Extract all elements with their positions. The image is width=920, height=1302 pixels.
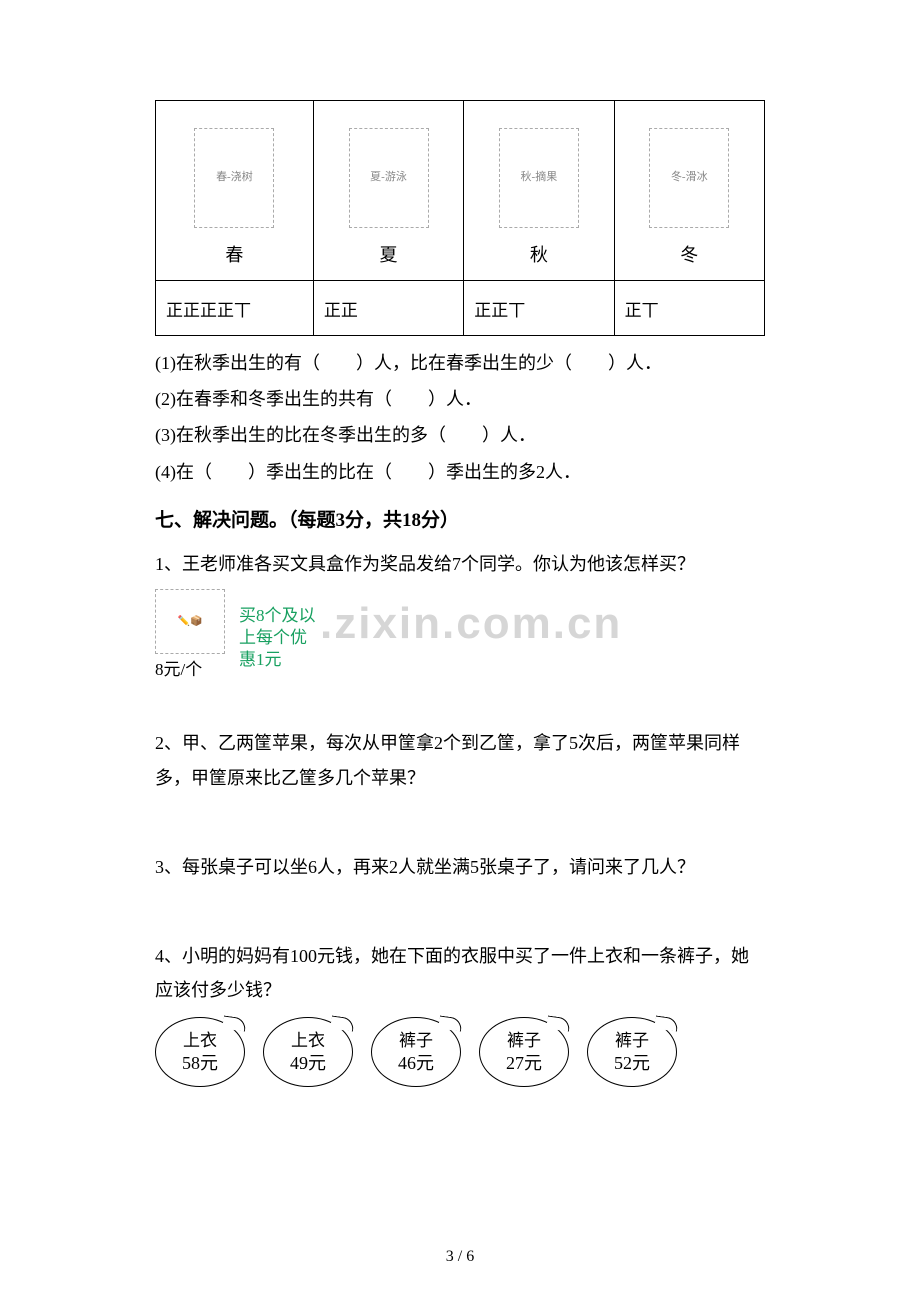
- season-image-spring: 春-浇树: [194, 128, 274, 228]
- promo-line-2: 上每个优: [239, 628, 307, 647]
- problem-2-text: 2、甲、乙两筐苹果，每次从甲筐拿2个到乙筐，拿了5次后，两筐苹果同样多，甲筐原来…: [155, 726, 765, 794]
- question-4: (4)在（ ）季出生的比在（ ）季出生的多2人．: [155, 455, 765, 489]
- clothes-price: 49元: [290, 1052, 326, 1075]
- season-cell-autumn: 秋-摘果 秋: [464, 101, 614, 281]
- clothes-name: 裤子: [399, 1030, 433, 1052]
- question-2: (2)在春季和冬季出生的共有（ ）人．: [155, 382, 765, 416]
- clothes-oval: 裤子 27元: [479, 1017, 569, 1087]
- clothes-price: 27元: [506, 1052, 542, 1075]
- season-cell-spring: 春-浇树 春: [156, 101, 314, 281]
- problem-1-text: 1、王老师准各买文具盒作为奖品发给7个同学。你认为他该怎样买？: [155, 547, 765, 581]
- promo-text: 买8个及以 上每个优 惠1元: [239, 605, 316, 671]
- season-cell-summer: 夏-游泳 夏: [313, 101, 463, 281]
- tally-cell-autumn: 正正丅: [464, 281, 614, 336]
- clothes-oval: 上衣 49元: [263, 1017, 353, 1087]
- tally-cell-summer: 正正: [313, 281, 463, 336]
- tally-cell-spring: 正正正正丅: [156, 281, 314, 336]
- question-1: (1)在秋季出生的有（ ）人，比在春季出生的少（ ）人．: [155, 346, 765, 380]
- pencil-box-price: 8元/个: [155, 654, 225, 686]
- clothes-price: 58元: [182, 1052, 218, 1075]
- clothes-price: 52元: [614, 1052, 650, 1075]
- pencil-box-image: ✏️📦: [155, 589, 225, 654]
- promo-line-3: 惠1元: [239, 650, 282, 669]
- seasons-tally-table: 春-浇树 春 夏-游泳 夏 秋-摘果 秋 冬-滑冰 冬 正正正正丅 正正 正正丅…: [155, 100, 765, 336]
- season-label: 春: [166, 238, 303, 272]
- clothes-name: 裤子: [507, 1030, 541, 1052]
- season-label: 冬: [625, 238, 754, 272]
- table-row-tally: 正正正正丅 正正 正正丅 正丅: [156, 281, 765, 336]
- clothes-oval: 裤子 52元: [587, 1017, 677, 1087]
- problem-3-text: 3、每张桌子可以坐6人，再来2人就坐满5张桌子了，请问来了几人？: [155, 850, 765, 884]
- season-image-winter: 冬-滑冰: [649, 128, 729, 228]
- clothes-price: 46元: [398, 1052, 434, 1075]
- table-row-seasons: 春-浇树 春 夏-游泳 夏 秋-摘果 秋 冬-滑冰 冬: [156, 101, 765, 281]
- problem-4-text: 4、小明的妈妈有100元钱，她在下面的衣服中买了一件上衣和一条裤子，她应该付多少…: [155, 939, 765, 1007]
- season-cell-winter: 冬-滑冰 冬: [614, 101, 764, 281]
- season-image-autumn: 秋-摘果: [499, 128, 579, 228]
- question-3: (3)在秋季出生的比在冬季出生的多（ ）人．: [155, 418, 765, 452]
- clothes-name: 裤子: [615, 1030, 649, 1052]
- tally-cell-winter: 正丅: [614, 281, 764, 336]
- pencil-box-col: ✏️📦 8元/个: [155, 589, 225, 686]
- season-label: 秋: [474, 238, 603, 272]
- section-7-header: 七、解决问题。（每题3分，共18分）: [155, 503, 765, 539]
- problem-1-graphic-row: ✏️📦 8元/个 买8个及以 上每个优 惠1元: [155, 589, 765, 686]
- season-label: 夏: [324, 238, 453, 272]
- clothes-name: 上衣: [183, 1030, 217, 1052]
- clothes-ovals-row: 上衣 58元 上衣 49元 裤子 46元 裤子 27元 裤子 52元: [155, 1017, 765, 1087]
- clothes-name: 上衣: [291, 1030, 325, 1052]
- clothes-oval: 裤子 46元: [371, 1017, 461, 1087]
- page-footer: 3 / 6: [0, 1242, 920, 1272]
- clothes-oval: 上衣 58元: [155, 1017, 245, 1087]
- season-image-summer: 夏-游泳: [349, 128, 429, 228]
- promo-line-1: 买8个及以: [239, 606, 316, 625]
- page-content: 春-浇树 春 夏-游泳 夏 秋-摘果 秋 冬-滑冰 冬 正正正正丅 正正 正正丅…: [155, 100, 765, 1087]
